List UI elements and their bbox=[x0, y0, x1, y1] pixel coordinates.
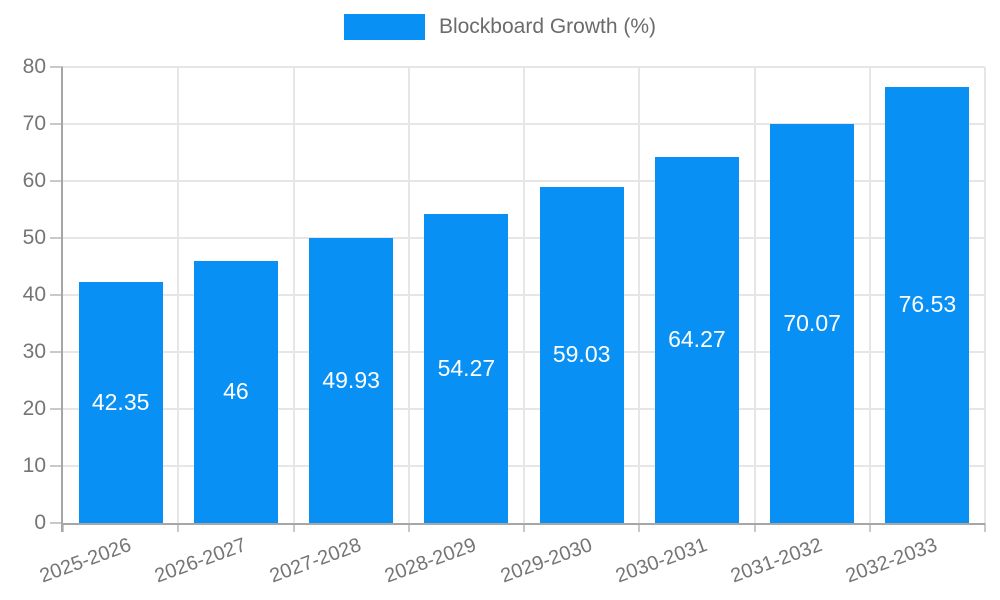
bar-value-label: 70.07 bbox=[783, 309, 841, 336]
x-axis-tick bbox=[753, 523, 756, 532]
bar: 54.27 bbox=[424, 213, 509, 523]
x-axis-tick-label: 2027-2028 bbox=[267, 534, 365, 588]
y-axis-tick-label: 80 bbox=[22, 55, 46, 78]
gridline bbox=[407, 67, 410, 523]
x-axis-tick-label: 2030-2031 bbox=[612, 534, 711, 588]
bar-value-label: 46 bbox=[223, 378, 249, 405]
x-axis-tick-label: 2031-2032 bbox=[728, 534, 826, 588]
bar-value-label: 54.27 bbox=[437, 354, 496, 381]
y-axis-tick-label: 40 bbox=[22, 283, 46, 306]
y-axis-tick-label: 0 bbox=[34, 511, 46, 534]
bar: 70.07 bbox=[770, 123, 855, 523]
legend-swatch bbox=[343, 14, 425, 40]
gridline bbox=[523, 67, 525, 523]
x-axis-tick bbox=[868, 523, 871, 532]
x-axis-line bbox=[61, 523, 985, 525]
x-axis-tick-label: 2028-2029 bbox=[382, 534, 480, 588]
bar: 59.03 bbox=[539, 186, 624, 523]
x-axis-tick bbox=[62, 523, 64, 532]
y-axis-tick-label: 30 bbox=[22, 340, 46, 363]
gridline bbox=[868, 67, 871, 523]
gridline bbox=[177, 67, 180, 523]
y-axis-tick-label: 70 bbox=[22, 112, 46, 135]
x-axis-tick bbox=[177, 523, 180, 532]
y-axis-tick-label: 50 bbox=[22, 226, 46, 249]
x-axis-tick bbox=[292, 523, 295, 532]
x-axis-tick bbox=[638, 523, 641, 532]
y-axis-tick bbox=[50, 123, 63, 125]
gridline bbox=[292, 67, 295, 523]
y-axis-tick bbox=[50, 408, 63, 410]
bar-value-label: 42.35 bbox=[91, 388, 150, 415]
x-axis-tick-label: 2026-2027 bbox=[151, 534, 250, 588]
y-axis-tick bbox=[50, 294, 63, 296]
y-axis-tick-label: 10 bbox=[22, 454, 46, 477]
y-axis-tick bbox=[50, 351, 63, 353]
bar: 49.93 bbox=[309, 238, 394, 523]
y-axis-tick-label: 60 bbox=[22, 169, 46, 192]
y-axis-tick bbox=[50, 237, 63, 239]
y-axis-line bbox=[61, 67, 63, 532]
bar-value-label: 64.27 bbox=[668, 326, 726, 353]
bar-value-label: 76.53 bbox=[898, 291, 957, 318]
x-axis-tick-label: 2029-2030 bbox=[497, 534, 595, 588]
y-axis-tick bbox=[50, 465, 63, 467]
legend: Blockboard Growth (%) bbox=[0, 14, 1000, 40]
y-axis-tick-label: 20 bbox=[22, 397, 46, 420]
bar: 76.53 bbox=[885, 86, 970, 523]
bar: 64.27 bbox=[654, 156, 739, 523]
x-axis-tick bbox=[523, 523, 525, 532]
bar: 42.35 bbox=[78, 281, 163, 523]
bar-value-label: 59.03 bbox=[552, 341, 611, 368]
gridline bbox=[638, 67, 641, 523]
gridline bbox=[984, 67, 986, 523]
legend-label: Blockboard Growth (%) bbox=[438, 15, 657, 38]
x-axis-tick bbox=[984, 523, 986, 532]
y-axis-tick bbox=[50, 522, 63, 524]
x-axis-tick-label: 2032-2033 bbox=[843, 534, 941, 588]
x-axis-tick bbox=[407, 523, 410, 532]
gridline bbox=[753, 67, 756, 523]
bar-value-label: 49.93 bbox=[322, 367, 380, 394]
y-axis-tick bbox=[50, 66, 63, 68]
y-axis-tick bbox=[50, 180, 63, 182]
x-axis-tick-label: 2025-2026 bbox=[36, 534, 134, 588]
bar: 46 bbox=[193, 260, 278, 523]
